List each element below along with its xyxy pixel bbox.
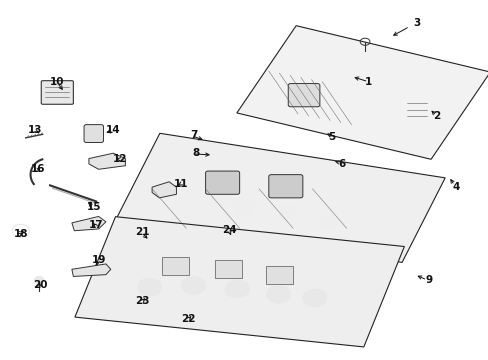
Text: 18: 18	[14, 229, 28, 239]
Text: 5: 5	[328, 132, 335, 142]
Text: 13: 13	[28, 125, 42, 135]
FancyBboxPatch shape	[287, 84, 319, 107]
Text: 16: 16	[31, 164, 45, 174]
FancyBboxPatch shape	[41, 81, 73, 104]
FancyBboxPatch shape	[268, 175, 302, 198]
Circle shape	[181, 276, 205, 294]
Circle shape	[235, 202, 253, 215]
Text: 1: 1	[364, 77, 371, 87]
Polygon shape	[236, 26, 488, 159]
Polygon shape	[72, 264, 111, 276]
Circle shape	[224, 280, 249, 298]
Circle shape	[137, 278, 162, 296]
Text: 24: 24	[222, 225, 237, 235]
FancyBboxPatch shape	[205, 171, 239, 194]
Polygon shape	[75, 217, 404, 347]
Circle shape	[302, 289, 326, 307]
Text: 11: 11	[174, 179, 188, 189]
Text: 20: 20	[33, 280, 47, 291]
Bar	[266, 266, 292, 284]
Text: 22: 22	[181, 314, 195, 324]
Bar	[162, 257, 188, 275]
Circle shape	[266, 285, 290, 303]
Circle shape	[34, 276, 44, 284]
Circle shape	[279, 206, 296, 219]
Text: 14: 14	[106, 125, 120, 135]
Text: 19: 19	[91, 255, 105, 265]
Text: 21: 21	[135, 227, 149, 237]
Text: 3: 3	[413, 18, 420, 28]
Text: 12: 12	[113, 154, 127, 163]
Polygon shape	[72, 216, 106, 231]
Text: 8: 8	[192, 148, 199, 158]
Text: 9: 9	[425, 275, 432, 285]
Polygon shape	[152, 182, 176, 198]
Text: 6: 6	[337, 159, 345, 169]
Text: 23: 23	[135, 296, 149, 306]
FancyBboxPatch shape	[84, 125, 103, 143]
Polygon shape	[117, 133, 444, 262]
Text: 7: 7	[189, 130, 197, 140]
Text: 2: 2	[432, 111, 439, 121]
Text: 17: 17	[89, 220, 103, 230]
Text: 4: 4	[451, 182, 459, 192]
Bar	[215, 260, 242, 278]
Circle shape	[318, 216, 335, 229]
Text: 10: 10	[50, 77, 64, 87]
Text: 15: 15	[86, 202, 101, 212]
Polygon shape	[89, 153, 125, 169]
